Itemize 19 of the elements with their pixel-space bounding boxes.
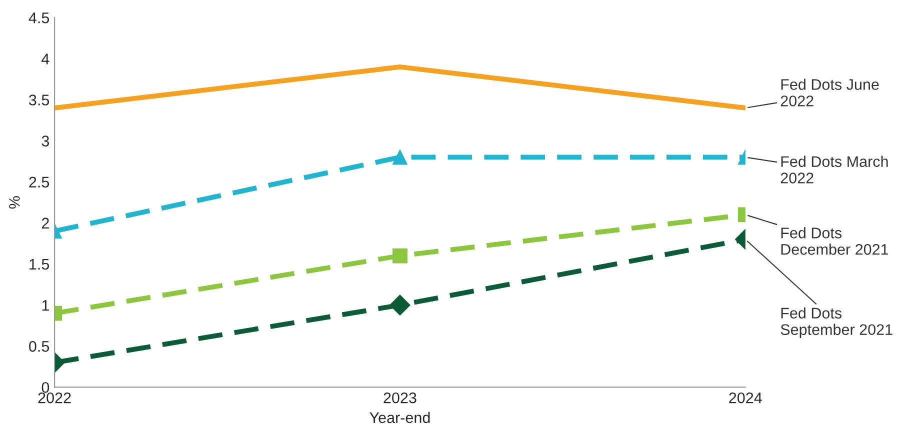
y-tick-label: 3.5: [29, 94, 50, 106]
x-tick-label: 2024: [729, 392, 762, 404]
y-tick-label: 4.5: [28, 12, 50, 24]
y-tick-label: 0: [42, 382, 50, 393]
series-label: Fed Dots December 2021: [781, 227, 888, 255]
x-tick-label: 2023: [384, 392, 416, 404]
text: Fed Dots September 2021: [780, 307, 892, 338]
y-tick-label: 0.5: [29, 341, 50, 352]
y-tick-label: 2.5: [29, 176, 50, 188]
y-axis-title: %: [9, 196, 20, 209]
x-tick-label: 2022: [38, 392, 71, 404]
y-tick-label: 3: [42, 136, 50, 146]
y-tick-label: 1.5: [30, 259, 50, 270]
y-tick-label: 2: [42, 218, 49, 228]
y-tick-label: 4: [42, 54, 50, 64]
text: Fed Dots June 2022: [780, 78, 879, 106]
y-tick-label: 1: [42, 300, 49, 311]
x-axis-title: Year-end: [370, 412, 430, 424]
series-label: Fed Dots March 2022: [780, 156, 888, 184]
